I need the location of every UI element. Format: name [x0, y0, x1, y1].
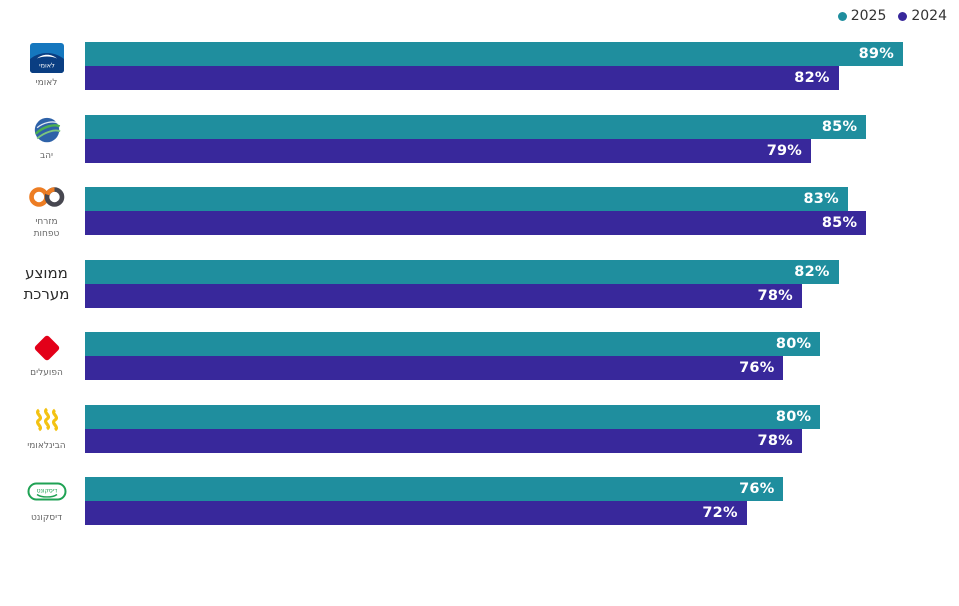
bar-value-label: 80%: [775, 336, 812, 352]
legend: 2025 2024: [837, 8, 947, 24]
category-label-column: ממוצע מערכת: [8, 263, 85, 304]
category-label: ממוצע מערכת: [23, 264, 70, 303]
bar-value-label: 82%: [794, 263, 830, 280]
legend-item-2024[interactable]: 2024: [898, 8, 947, 24]
bar-value-label: 76%: [739, 360, 775, 376]
leumi-logo: לאומי: [29, 43, 64, 74]
bar-2025[interactable]: 80%: [85, 404, 821, 429]
bar-2025[interactable]: 85%: [85, 114, 867, 139]
bar-2024[interactable]: 82%: [85, 66, 839, 90]
bar-2024[interactable]: 76%: [85, 356, 784, 380]
chart-row: דיסקונט דיסקונט 76% 72%: [8, 477, 959, 525]
mizrahi-infinity-logo: [26, 181, 68, 213]
legend-item-2025[interactable]: 2025: [837, 8, 887, 24]
bar-group: 76% 72%: [85, 477, 959, 525]
mizrahi-infinity-logo: [28, 187, 64, 208]
bar-value-label: 82%: [794, 70, 830, 86]
discount-logo: דיסקונט: [27, 477, 67, 509]
chart-row: לאומי לאומי 89% 82%: [8, 42, 959, 90]
fibi-zigzag-logo: [30, 405, 64, 437]
leumi-logo: לאומי: [29, 42, 64, 74]
chart-row: יהב 85% 79%: [8, 114, 959, 163]
bar-group: 89% 82%: [85, 42, 959, 90]
yahav-globe-logo: [34, 117, 61, 142]
bar-2025[interactable]: 83%: [85, 187, 848, 211]
category-label-column: מזרחי טפחות: [8, 181, 85, 240]
bar-value-label: 83%: [803, 191, 839, 207]
legend-label: 2024: [911, 8, 947, 24]
category-label: דיסקונט: [30, 513, 63, 524]
category-label: לאומי: [35, 78, 58, 89]
bar-2025[interactable]: 82%: [85, 259, 839, 284]
bar-group: 83% 85%: [85, 187, 959, 235]
bar-group: 85% 79%: [85, 114, 959, 163]
bar-group: 80% 78%: [85, 404, 959, 453]
bar-value-label: 78%: [757, 432, 793, 449]
category-label-column: יהב: [8, 115, 85, 163]
discount-logo: דיסקונט: [27, 482, 66, 501]
bar-value-label: 76%: [739, 481, 775, 497]
category-label: מזרחי טפחות: [33, 217, 60, 239]
legend-dot-icon: [837, 11, 847, 21]
bar-value-label: 72%: [702, 505, 738, 521]
bar-2024[interactable]: 72%: [85, 501, 747, 525]
chart-row: מזרחי טפחות 83% 85%: [8, 187, 959, 239]
bar-value-label: 79%: [766, 142, 803, 159]
bar-value-label: 78%: [757, 287, 793, 304]
bar-group: 80% 76%: [85, 332, 959, 380]
bar-2025[interactable]: 80%: [85, 332, 821, 356]
bar-2024[interactable]: 79%: [85, 138, 812, 163]
category-label-column: הבינלאומי: [8, 405, 85, 453]
bar-2024[interactable]: 78%: [85, 283, 802, 308]
category-label-column: לאומי לאומי: [8, 42, 85, 90]
chart-row: הפועלים 80% 76%: [8, 332, 959, 380]
category-label: יהב: [39, 150, 54, 161]
yahav-globe-logo: [32, 115, 62, 147]
chart-row: הבינלאומי 80% 78%: [8, 404, 959, 453]
legend-label: 2025: [850, 8, 887, 24]
bar-group: 82% 78%: [85, 259, 959, 308]
bar-2024[interactable]: 78%: [85, 428, 802, 453]
fibi-zigzag-logo: [35, 407, 58, 431]
chart-row: ממוצע מערכת 82% 78%: [8, 259, 959, 308]
hapoalim-diamond-logo: [30, 332, 64, 364]
hapoalim-diamond-logo: [34, 335, 59, 361]
chart-rows: לאומי לאומי 89% 82% יהב 85% 79% מזרחי טפחות 83% 8…: [8, 42, 959, 550]
bar-2024[interactable]: 85%: [85, 211, 867, 235]
category-label-column: דיסקונט דיסקונט: [8, 477, 85, 525]
category-label: הפועלים: [30, 368, 63, 379]
bar-value-label: 85%: [821, 215, 858, 231]
category-label: הבינלאומי: [27, 440, 66, 451]
bar-2025[interactable]: 76%: [85, 477, 784, 501]
bar-value-label: 89%: [858, 46, 894, 62]
legend-dot-icon: [898, 11, 908, 21]
category-label-column: הפועלים: [8, 332, 85, 380]
svg-text:דיסקונט: דיסקונט: [36, 488, 57, 495]
bar-value-label: 80%: [775, 408, 812, 425]
svg-text:לאומי: לאומי: [39, 62, 55, 70]
bar-value-label: 85%: [821, 118, 858, 135]
bar-2025[interactable]: 89%: [85, 42, 903, 66]
